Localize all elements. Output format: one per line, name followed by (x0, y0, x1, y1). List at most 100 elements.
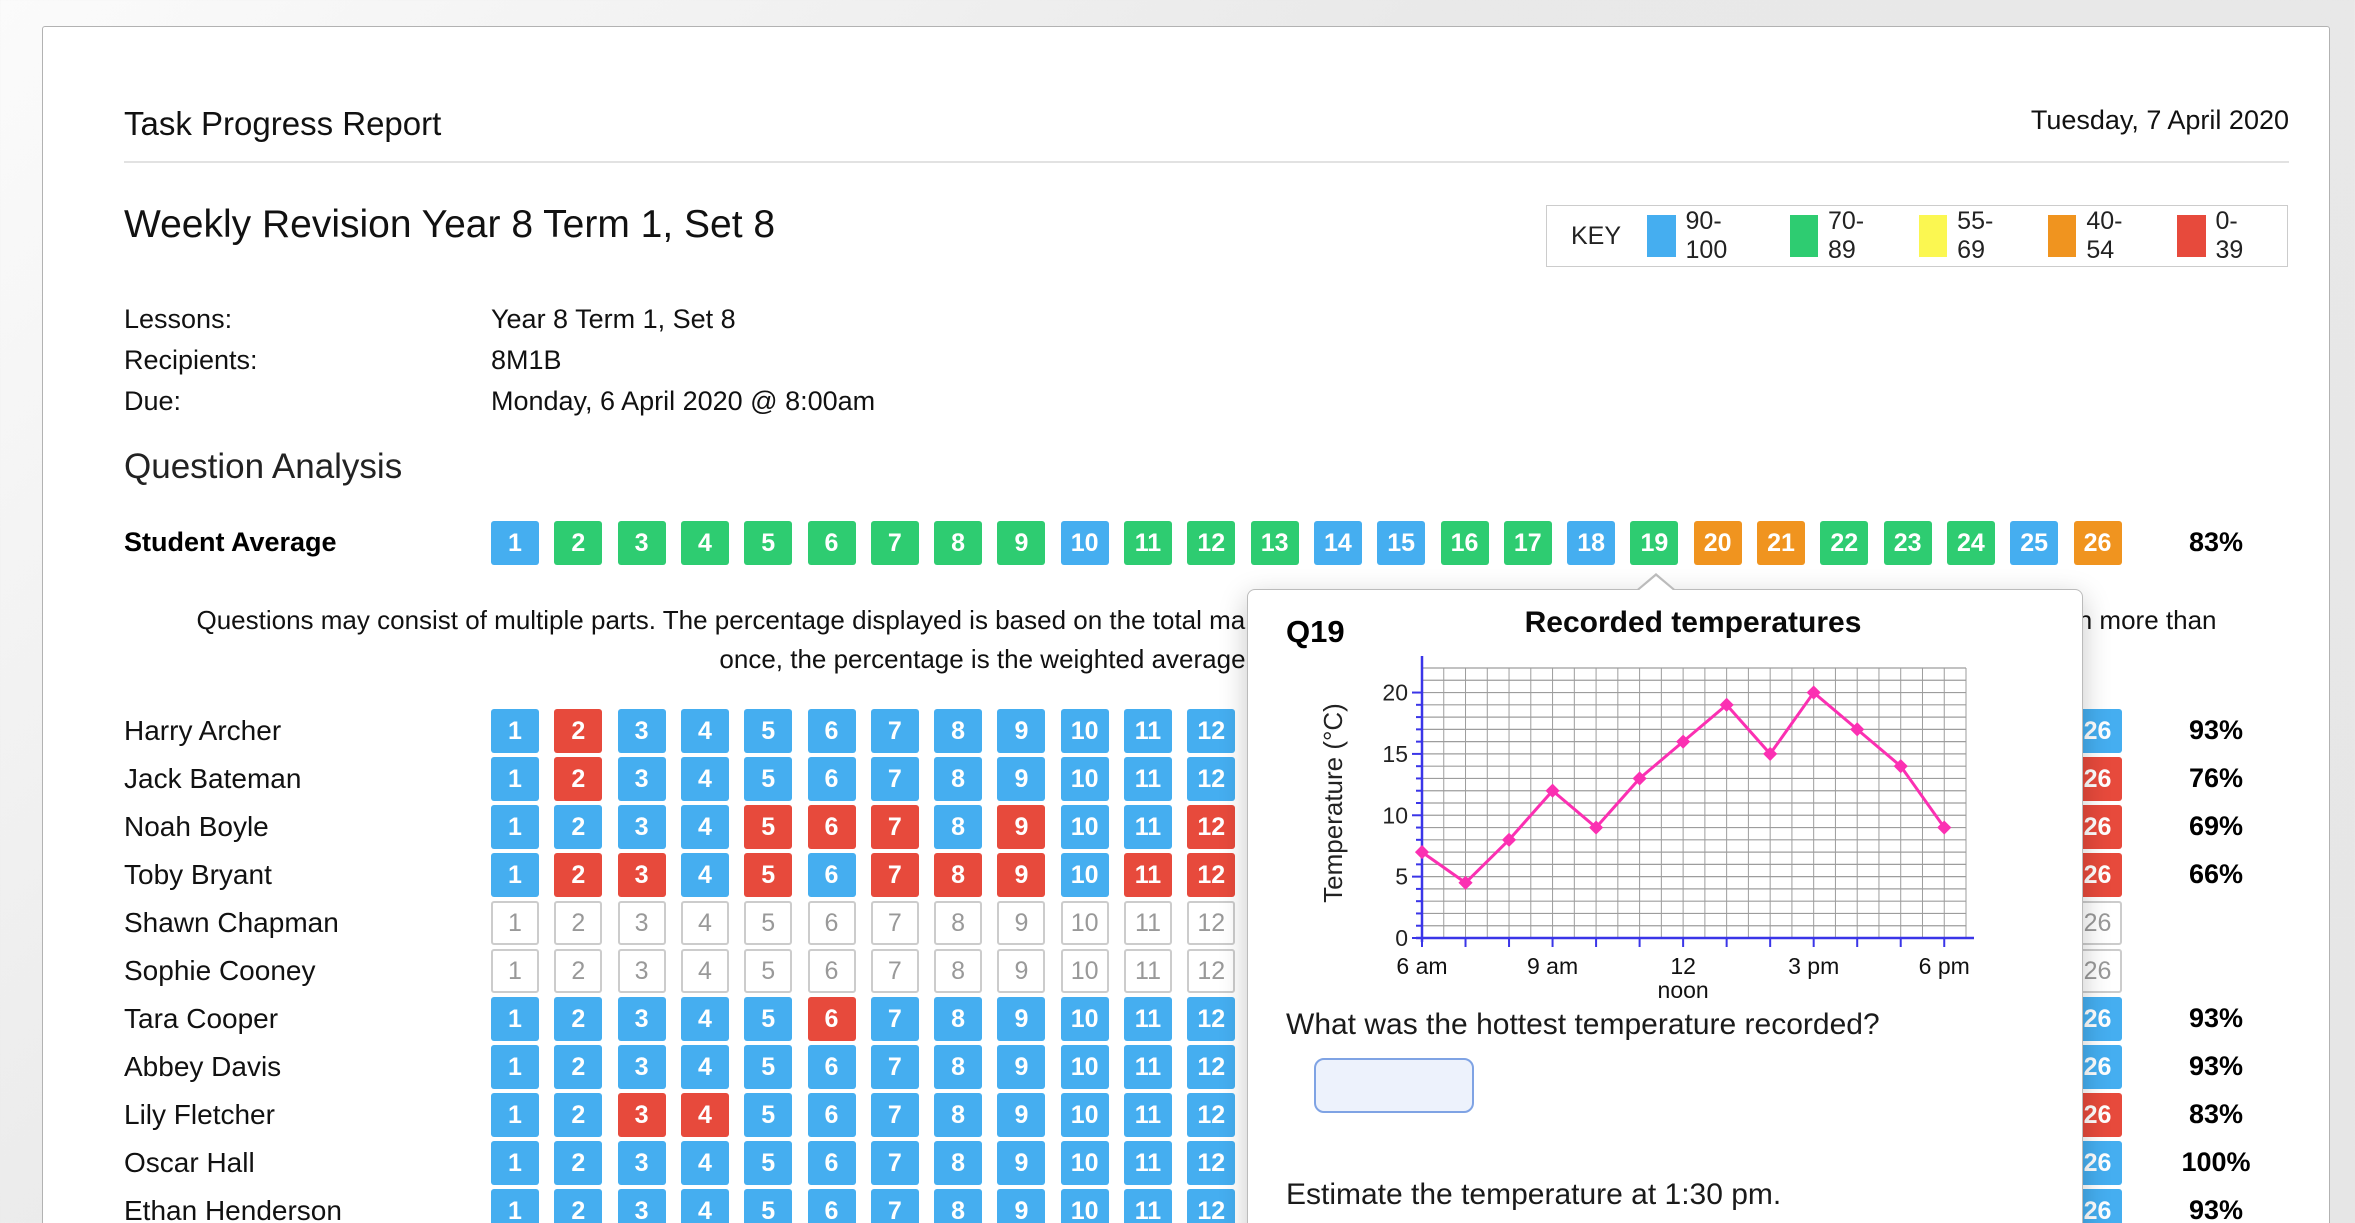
question-cell-12[interactable]: 12 (1187, 805, 1236, 849)
question-cell-26[interactable]: 26 (2073, 521, 2122, 565)
question-cell-25[interactable]: 25 (2010, 521, 2059, 565)
question-cell-1[interactable]: 1 (491, 1045, 539, 1089)
question-cell-11[interactable]: 11 (1124, 853, 1172, 897)
question-cell-22[interactable]: 22 (1820, 521, 1869, 565)
question-cell-6[interactable]: 6 (807, 1141, 856, 1185)
question-cell-3[interactable]: 3 (617, 949, 666, 993)
question-cell-12[interactable]: 12 (1187, 997, 1236, 1041)
question-cell-9[interactable]: 9 (997, 1189, 1046, 1223)
question-cell-6[interactable]: 6 (807, 853, 856, 897)
question-cell-11[interactable]: 11 (1124, 1093, 1172, 1137)
question-cell-13[interactable]: 13 (1250, 521, 1299, 565)
question-cell-7[interactable]: 7 (870, 805, 919, 849)
question-cell-10[interactable]: 10 (1060, 1189, 1109, 1223)
question-cell-2[interactable]: 2 (554, 757, 603, 801)
question-cell-11[interactable]: 11 (1124, 709, 1172, 753)
question-cell-5[interactable]: 5 (744, 521, 793, 565)
question-cell-8[interactable]: 8 (934, 1045, 983, 1089)
question-cell-11[interactable]: 11 (1124, 805, 1172, 849)
question-cell-11[interactable]: 11 (1124, 757, 1172, 801)
question-cell-10[interactable]: 10 (1060, 1093, 1109, 1137)
question-cell-6[interactable]: 6 (807, 1045, 856, 1089)
question-cell-9[interactable]: 9 (997, 1141, 1046, 1185)
question-cell-8[interactable]: 8 (934, 997, 983, 1041)
question-cell-10[interactable]: 10 (1060, 1045, 1109, 1089)
question-cell-8[interactable]: 8 (934, 901, 983, 945)
question-cell-5[interactable]: 5 (744, 949, 793, 993)
question-cell-4[interactable]: 4 (680, 805, 729, 849)
question-cell-3[interactable]: 3 (617, 521, 666, 565)
question-cell-2[interactable]: 2 (554, 1189, 603, 1223)
question-cell-2[interactable]: 2 (554, 997, 603, 1041)
question-cell-8[interactable]: 8 (934, 1189, 983, 1223)
question-cell-12[interactable]: 12 (1187, 709, 1236, 753)
question-cell-8[interactable]: 8 (934, 949, 983, 993)
question-cell-2[interactable]: 2 (554, 1093, 603, 1137)
question-cell-5[interactable]: 5 (744, 757, 793, 801)
question-cell-7[interactable]: 7 (870, 1141, 919, 1185)
question-cell-7[interactable]: 7 (870, 1045, 919, 1089)
question-cell-11[interactable]: 11 (1124, 997, 1172, 1041)
question-cell-2[interactable]: 2 (554, 1045, 603, 1089)
question-cell-1[interactable]: 1 (491, 853, 539, 897)
question-cell-3[interactable]: 3 (617, 997, 666, 1041)
question-cell-5[interactable]: 5 (744, 1189, 793, 1223)
question-cell-10[interactable]: 10 (1060, 997, 1109, 1041)
question-cell-21[interactable]: 21 (1757, 521, 1805, 565)
question-cell-10[interactable]: 10 (1060, 853, 1109, 897)
question-cell-12[interactable]: 12 (1187, 1045, 1236, 1089)
question-cell-2[interactable]: 2 (554, 949, 603, 993)
question-cell-6[interactable]: 6 (807, 1093, 856, 1137)
question-cell-1[interactable]: 1 (491, 1141, 539, 1185)
question-cell-3[interactable]: 3 (617, 757, 666, 801)
question-cell-4[interactable]: 4 (680, 757, 729, 801)
question-cell-12[interactable]: 12 (1187, 1189, 1236, 1223)
question-cell-8[interactable]: 8 (934, 1141, 983, 1185)
question-cell-1[interactable]: 1 (491, 709, 539, 753)
question-cell-11[interactable]: 11 (1124, 949, 1172, 993)
question-cell-14[interactable]: 14 (1313, 521, 1362, 565)
question-cell-9[interactable]: 9 (997, 1045, 1046, 1089)
question-cell-1[interactable]: 1 (491, 997, 539, 1041)
question-cell-7[interactable]: 7 (870, 1093, 919, 1137)
question-cell-2[interactable]: 2 (554, 709, 603, 753)
question-cell-8[interactable]: 8 (934, 1093, 983, 1137)
question-cell-4[interactable]: 4 (680, 1045, 729, 1089)
question-cell-4[interactable]: 4 (680, 853, 729, 897)
question-cell-11[interactable]: 11 (1124, 1189, 1172, 1223)
question-cell-20[interactable]: 20 (1693, 521, 1742, 565)
question-cell-8[interactable]: 8 (934, 757, 983, 801)
question-cell-3[interactable]: 3 (617, 1189, 666, 1223)
question-cell-7[interactable]: 7 (870, 1189, 919, 1223)
question-cell-2[interactable]: 2 (554, 853, 603, 897)
question-cell-3[interactable]: 3 (617, 901, 666, 945)
question-cell-15[interactable]: 15 (1377, 521, 1426, 565)
question-cell-5[interactable]: 5 (744, 1045, 793, 1089)
question-cell-9[interactable]: 9 (997, 997, 1046, 1041)
question-cell-11[interactable]: 11 (1124, 521, 1172, 565)
question-cell-10[interactable]: 10 (1060, 901, 1109, 945)
question-cell-12[interactable]: 12 (1187, 1093, 1236, 1137)
question-cell-9[interactable]: 9 (997, 1093, 1046, 1137)
question-cell-5[interactable]: 5 (744, 709, 793, 753)
question-cell-23[interactable]: 23 (1883, 521, 1932, 565)
question-cell-10[interactable]: 10 (1060, 521, 1109, 565)
question-cell-6[interactable]: 6 (807, 805, 856, 849)
question-cell-9[interactable]: 9 (997, 709, 1046, 753)
question-cell-4[interactable]: 4 (680, 1141, 729, 1185)
question-cell-10[interactable]: 10 (1060, 805, 1109, 849)
question-cell-4[interactable]: 4 (680, 901, 729, 945)
question-cell-3[interactable]: 3 (617, 1093, 666, 1137)
question-cell-6[interactable]: 6 (807, 709, 856, 753)
question-cell-12[interactable]: 12 (1187, 853, 1236, 897)
question-cell-12[interactable]: 12 (1187, 949, 1236, 993)
question-cell-7[interactable]: 7 (870, 853, 919, 897)
question-cell-2[interactable]: 2 (554, 901, 603, 945)
question-cell-1[interactable]: 1 (491, 949, 539, 993)
question-cell-7[interactable]: 7 (870, 997, 919, 1041)
question-cell-4[interactable]: 4 (680, 1093, 729, 1137)
question-cell-9[interactable]: 9 (997, 853, 1046, 897)
question-cell-6[interactable]: 6 (807, 757, 856, 801)
question-cell-11[interactable]: 11 (1124, 1141, 1172, 1185)
question-cell-5[interactable]: 5 (744, 805, 793, 849)
